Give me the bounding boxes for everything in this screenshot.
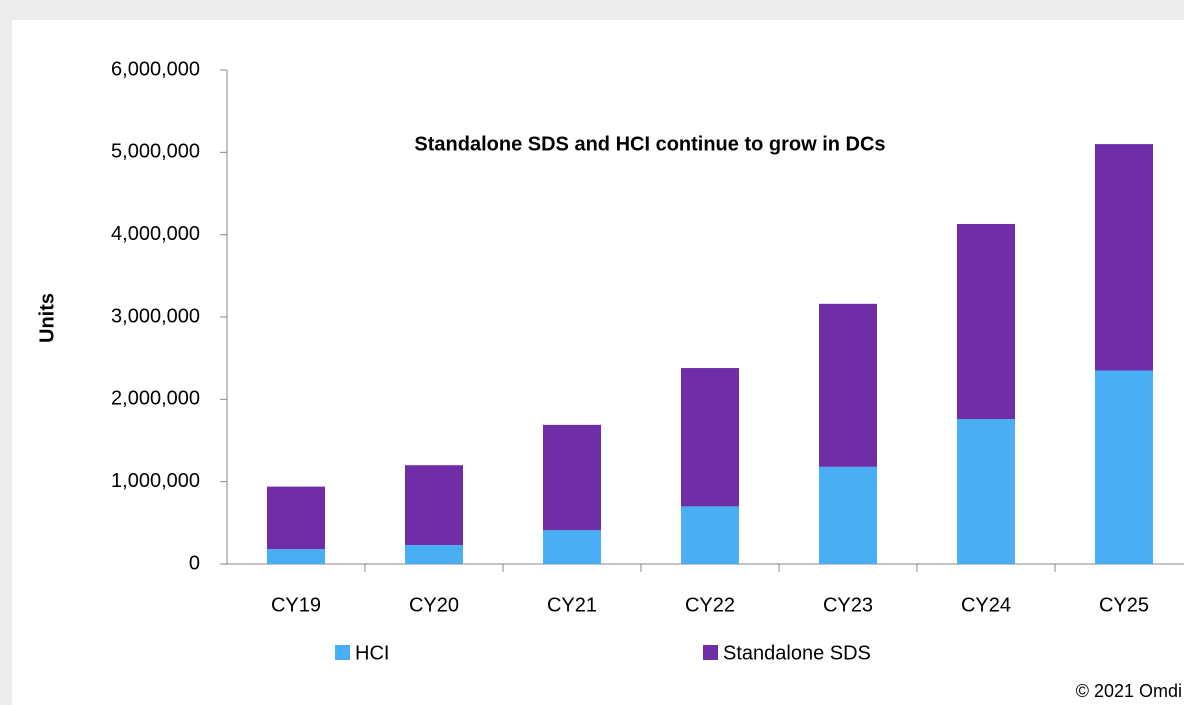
y-tick-label: 5,000,000 (111, 141, 200, 163)
x-tick-label: CY23 (823, 594, 873, 616)
bar-segment (1095, 144, 1153, 371)
y-tick-label: 2,000,000 (111, 388, 200, 410)
y-tick-label: 1,000,000 (111, 470, 200, 492)
x-tick-label: CY22 (685, 594, 735, 616)
legend-label: HCI (355, 642, 389, 664)
bar-segment (267, 486, 325, 550)
x-tick-label: CY24 (961, 594, 1011, 616)
legend-swatch (335, 645, 350, 660)
y-tick-label: 6,000,000 (111, 58, 200, 80)
y-tick-label: 4,000,000 (111, 223, 200, 245)
x-tick-label: CY21 (547, 594, 597, 616)
bar-segment (681, 368, 739, 507)
y-axis-label: Units (36, 293, 58, 343)
bar-segment (405, 465, 463, 546)
x-tick-label: CY25 (1099, 594, 1149, 616)
bar-segment (1095, 370, 1153, 564)
bar-segment (819, 303, 877, 467)
legend-swatch (703, 645, 718, 660)
bar-segment (681, 506, 739, 564)
source-note: © 2021 Omdi (1076, 681, 1182, 701)
y-tick-label: 3,000,000 (111, 305, 200, 327)
bar-segment (543, 424, 601, 531)
bar-segment (267, 549, 325, 564)
legend-label: Standalone SDS (723, 642, 871, 664)
bar-segment (405, 545, 463, 564)
x-tick-label: CY19 (271, 594, 321, 616)
y-tick-label: 0 (189, 552, 200, 574)
bar-segment (957, 223, 1015, 420)
chart-title: Standalone SDS and HCI continue to grow … (414, 133, 885, 155)
x-tick-label: CY20 (409, 594, 459, 616)
bar-segment (543, 530, 601, 564)
bar-segment (819, 466, 877, 564)
bar-segment (957, 419, 1015, 564)
